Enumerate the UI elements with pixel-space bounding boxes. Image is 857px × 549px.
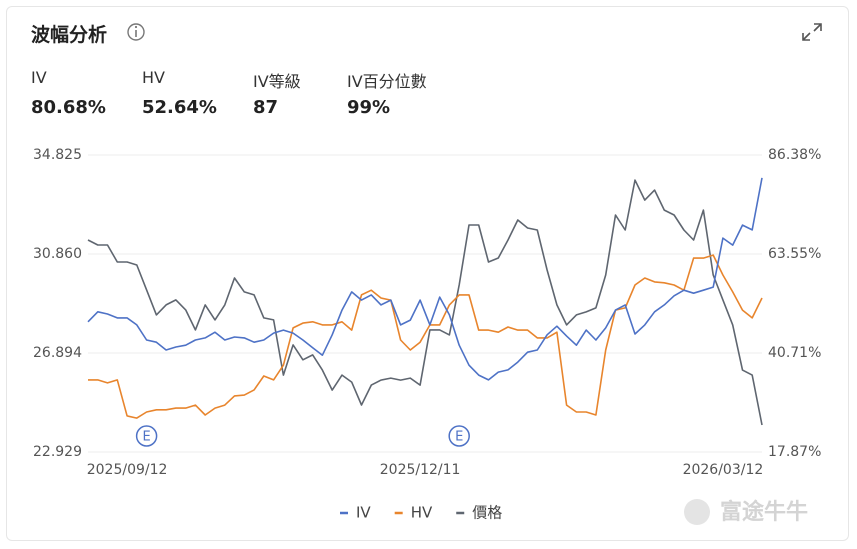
- watermark-logo: [684, 499, 710, 525]
- stat-value: 99%: [347, 97, 391, 118]
- legend-label: HV: [411, 504, 433, 522]
- watermark: 富途牛牛: [720, 499, 808, 525]
- stat-value: 87: [253, 97, 279, 118]
- legend-label: IV: [356, 504, 371, 522]
- info-icon[interactable]: [127, 23, 145, 41]
- legend-label: 價格: [472, 504, 502, 522]
- y-tick-label: 17.87%: [768, 444, 821, 460]
- series-line: [88, 254, 763, 419]
- earnings-marker: [135, 425, 158, 447]
- x-tick-label: 2025/09/12: [87, 462, 168, 478]
- y-tick-label: 26.894: [33, 345, 82, 361]
- stat-label: IV百分位數: [347, 72, 427, 91]
- y-tick-label: 30.860: [33, 246, 82, 262]
- stat-label: HV: [142, 68, 165, 87]
- earnings-marker: [448, 425, 470, 447]
- y-tick-label: 34.825: [33, 147, 82, 163]
- y-tick-label: 40.71%: [768, 345, 821, 361]
- stat-label: IV: [31, 68, 47, 87]
- y-tick-label: 86.38%: [768, 147, 821, 163]
- y-tick-label: 63.55%: [768, 246, 821, 262]
- expand-icon[interactable]: [802, 23, 822, 41]
- x-tick-label: 2025/12/11: [380, 462, 461, 478]
- series-line: [87, 177, 763, 381]
- y-tick-label: 22.929: [33, 444, 82, 460]
- x-tick-label: 2026/03/12: [683, 462, 764, 478]
- title: 波幅分析: [31, 24, 108, 46]
- stat-value: 80.68%: [31, 97, 106, 118]
- stat-label: IV等級: [253, 72, 301, 91]
- earnings-label: E: [142, 430, 150, 445]
- earnings-label: E: [455, 430, 463, 445]
- series-line: [87, 179, 763, 426]
- stat-value: 52.64%: [142, 97, 217, 118]
- card: [6, 6, 849, 541]
